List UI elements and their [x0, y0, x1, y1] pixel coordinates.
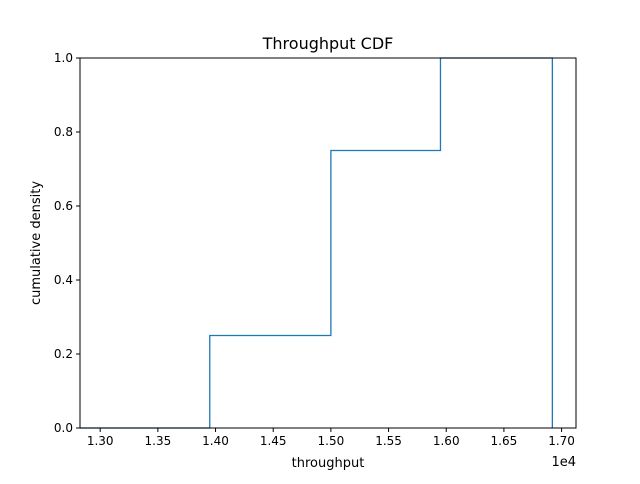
axes-frame	[79, 57, 577, 429]
y-axis-ticks: 0.0 0.2 0.4 0.6 0.8 1.0	[54, 51, 80, 435]
x-tick-label: 1.55	[375, 434, 402, 448]
x-tick-label: 1.35	[145, 434, 172, 448]
x-axis-ticks: 1.30 1.35 1.40 1.45 1.50 1.55 1.60 1.65 1.70	[87, 428, 575, 448]
x-tick-label: 1.70	[548, 434, 575, 448]
x-axis-label: throughput	[292, 456, 365, 471]
x-tick-label: 1.45	[260, 434, 287, 448]
y-tick-label: 0.6	[54, 199, 73, 213]
x-tick-label: 1.50	[318, 434, 345, 448]
x-tick-label: 1.60	[433, 434, 460, 448]
y-tick-label: 0.2	[54, 347, 73, 361]
x-tick-label: 1.65	[491, 434, 518, 448]
x-tick-label: 1.30	[87, 434, 114, 448]
y-axis-label: cumulative density	[29, 181, 44, 305]
y-tick-label: 0.0	[54, 421, 73, 435]
x-tick-label: 1.40	[202, 434, 229, 448]
y-tick-label: 0.4	[54, 273, 73, 287]
y-tick-label: 1.0	[54, 51, 73, 65]
chart-title: Throughput CDF	[262, 34, 394, 53]
y-tick-label: 0.8	[54, 125, 73, 139]
x-axis-offset-text: 1e4	[551, 455, 576, 470]
